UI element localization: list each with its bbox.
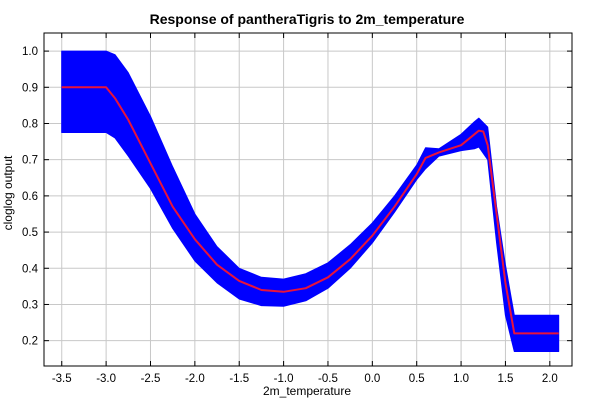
x-tick-label: 0.0 (364, 373, 380, 385)
plot-frame (43, 32, 573, 367)
grid (44, 33, 572, 366)
y-tick-label: 0.7 (22, 155, 38, 167)
y-tick-label: 0.9 (22, 82, 38, 94)
x-tick-label: 2.0 (542, 373, 558, 385)
x-tick-label: -2.5 (141, 373, 161, 385)
x-tick-label: 0.5 (409, 373, 425, 385)
x-tick-label: -3.0 (96, 373, 116, 385)
x-tick-label: -1.0 (274, 373, 294, 385)
y-tick-label: 0.4 (22, 263, 39, 275)
x-axis-label: 2m_temperature (263, 384, 351, 398)
y-axis-label: cloglog output (1, 155, 15, 230)
x-axis-ticks: -3.5 -3.0 -2.5 -2.0 -1.5 -1.0 -0.5 0.0 0.5 1.0 1.5… (52, 33, 558, 385)
y-axis-ticks: 0.2 0.3 0.4 0.5 0.6 0.7 0.8 0.9 1.0 (22, 46, 572, 348)
response-line (61, 86, 559, 335)
chart-title: Response of pantheraTigris to 2m_tempera… (150, 11, 465, 27)
y-tick-label: 0.8 (22, 118, 38, 130)
y-tick-label: 1.0 (22, 46, 38, 58)
confidence-band (61, 50, 560, 352)
x-tick-label: -1.5 (229, 373, 249, 385)
x-tick-label: 1.5 (497, 373, 513, 385)
x-tick-label: -3.5 (52, 373, 72, 385)
y-tick-label: 0.6 (22, 191, 38, 203)
x-tick-label: -2.0 (185, 373, 205, 385)
x-tick-label: 1.0 (453, 373, 469, 385)
y-tick-label: 0.3 (22, 299, 38, 311)
y-tick-label: 0.2 (22, 336, 38, 348)
y-tick-label: 0.5 (22, 227, 38, 239)
x-tick-label: -0.5 (318, 373, 338, 385)
